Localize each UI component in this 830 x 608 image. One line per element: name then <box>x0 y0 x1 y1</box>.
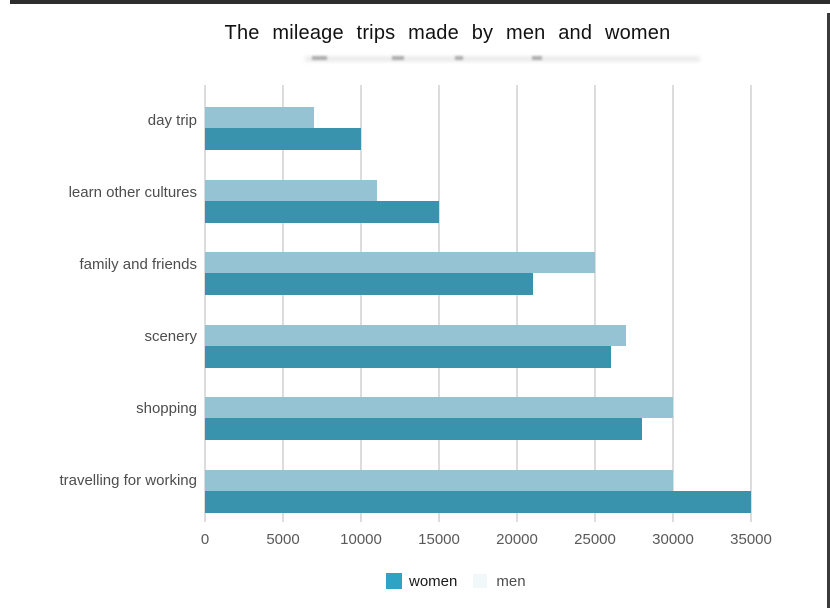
bar-women-learn-other-cultures <box>205 200 439 223</box>
category-label-learn-other-cultures: learn other cultures <box>68 184 197 201</box>
gridline-5000 <box>282 85 284 522</box>
bar-men-travelling-for-working <box>205 469 673 491</box>
x-tick-30000: 30000 <box>652 531 694 548</box>
chart-title: The mileage trips made by men and women <box>224 22 671 44</box>
bar-men-shopping <box>205 397 673 418</box>
top-border-line <box>10 0 830 4</box>
legend-swatch-women <box>386 573 402 589</box>
bar-women-family-and-friends <box>205 273 533 295</box>
gridline-15000 <box>438 85 440 522</box>
x-tick-10000: 10000 <box>340 531 382 548</box>
category-label-family-and-friends: family and friends <box>79 256 197 273</box>
scan-smudge-dash <box>532 56 542 60</box>
plot-area <box>204 85 790 522</box>
bar-women-shopping <box>205 418 642 440</box>
x-tick-25000: 25000 <box>574 531 616 548</box>
x-tick-5000: 5000 <box>266 531 300 548</box>
legend-label-men: men <box>496 572 526 590</box>
bar-women-scenery <box>205 345 611 368</box>
gridline-35000 <box>750 85 752 522</box>
legend: women men <box>386 571 526 591</box>
x-tick-20000: 20000 <box>496 531 538 548</box>
gridline-30000 <box>672 85 674 522</box>
category-label-travelling-for-working: travelling for working <box>59 472 197 489</box>
gridline-20000 <box>516 85 518 522</box>
x-tick-35000: 35000 <box>730 531 772 548</box>
scan-smudge-dash <box>312 56 327 60</box>
gridline-0 <box>204 85 206 522</box>
category-label-shopping: shopping <box>136 400 197 417</box>
category-label-day-trip: day trip <box>147 112 197 129</box>
bar-women-travelling-for-working <box>205 490 751 513</box>
bar-men-family-and-friends <box>205 252 595 273</box>
bar-men-scenery <box>205 324 626 346</box>
bar-women-day-trip <box>205 128 361 150</box>
category-label-scenery: scenery <box>144 328 197 345</box>
bar-men-learn-other-cultures <box>205 179 377 201</box>
legend-swatch-men <box>473 574 488 588</box>
gridline-25000 <box>594 85 596 522</box>
x-tick-15000: 15000 <box>418 531 460 548</box>
scan-smudge-dash <box>455 56 463 60</box>
scan-smudge-dash <box>392 56 404 60</box>
bar-men-day-trip <box>205 107 314 128</box>
gridline-10000 <box>360 85 362 522</box>
right-border-line <box>827 13 830 608</box>
x-tick-0: 0 <box>200 531 210 548</box>
scan-smudge-artifact <box>305 57 700 61</box>
legend-label-women: women <box>409 572 458 590</box>
